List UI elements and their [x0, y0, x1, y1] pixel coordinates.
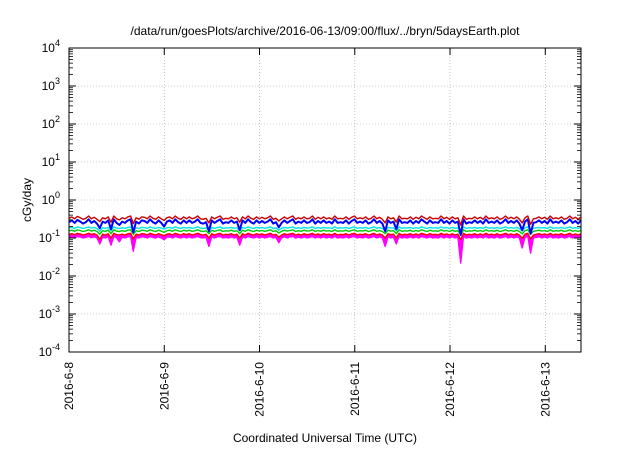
series-line-4: [68, 226, 582, 233]
series-layer: [68, 215, 582, 264]
series-line-6: [68, 215, 582, 226]
y-tick-base: 10: [42, 193, 56, 207]
y-tick-base: 10: [42, 79, 56, 93]
y-tick-label: 10-1: [39, 228, 60, 245]
y-tick-label: 102: [42, 114, 60, 131]
y-tick-label: 104: [42, 38, 60, 55]
y-tick-base: 10: [39, 231, 53, 245]
y-tick-base: 10: [42, 155, 56, 169]
x-tick-label: 2016-6-11: [348, 362, 362, 416]
series-line-3: [68, 229, 582, 236]
y-tick-exponent: 1: [55, 152, 60, 162]
x-tick-layer: 2016-6-8 2016-6-9 2016-6-10 2016-6-11 2016-6…: [62, 48, 552, 417]
y-tick-label: 100: [42, 190, 60, 207]
y-tick-base: 10: [39, 307, 53, 321]
y-tick-exponent: -1: [52, 228, 60, 238]
y-tick-label: 10-2: [39, 266, 60, 283]
x-tick-label: 2016-6-9: [157, 362, 171, 410]
x-tick-label: 2016-6-10: [253, 362, 267, 417]
y-tick-exponent: 0: [55, 190, 60, 200]
y-tick-base: 10: [42, 117, 56, 131]
series-fill-band: [69, 233, 581, 263]
series-line-2: [68, 232, 582, 241]
y-tick-exponent: -4: [52, 342, 60, 352]
y-tick-exponent: 2: [55, 114, 60, 124]
y-tick-base: 10: [39, 345, 53, 359]
y-tick-base: 10: [42, 41, 56, 55]
y-tick-label: 10-4: [39, 342, 60, 359]
chart-title: /data/run/goesPlots/archive/2016-06-13/0…: [131, 24, 521, 38]
y-tick-exponent: -3: [52, 304, 60, 314]
x-tick-label: 2016-6-8: [62, 362, 76, 410]
x-tick-label: 2016-6-13: [538, 362, 552, 417]
x-tick-label: 2016-6-12: [443, 362, 457, 417]
y-tick-exponent: -2: [52, 266, 60, 276]
y-tick-label: 101: [42, 152, 60, 169]
series-line-5: [68, 218, 582, 236]
y-tick-label: 103: [42, 76, 60, 93]
x-axis-label: Coordinated Universal Time (UTC): [233, 431, 417, 445]
y-tick-label: 10-3: [39, 304, 60, 321]
y-axis-label: cGy/day: [20, 178, 34, 222]
series-line-1: [68, 235, 582, 264]
y-tick-exponent: 3: [55, 76, 60, 86]
y-tick-exponent: 4: [55, 38, 60, 48]
y-tick-base: 10: [39, 269, 53, 283]
